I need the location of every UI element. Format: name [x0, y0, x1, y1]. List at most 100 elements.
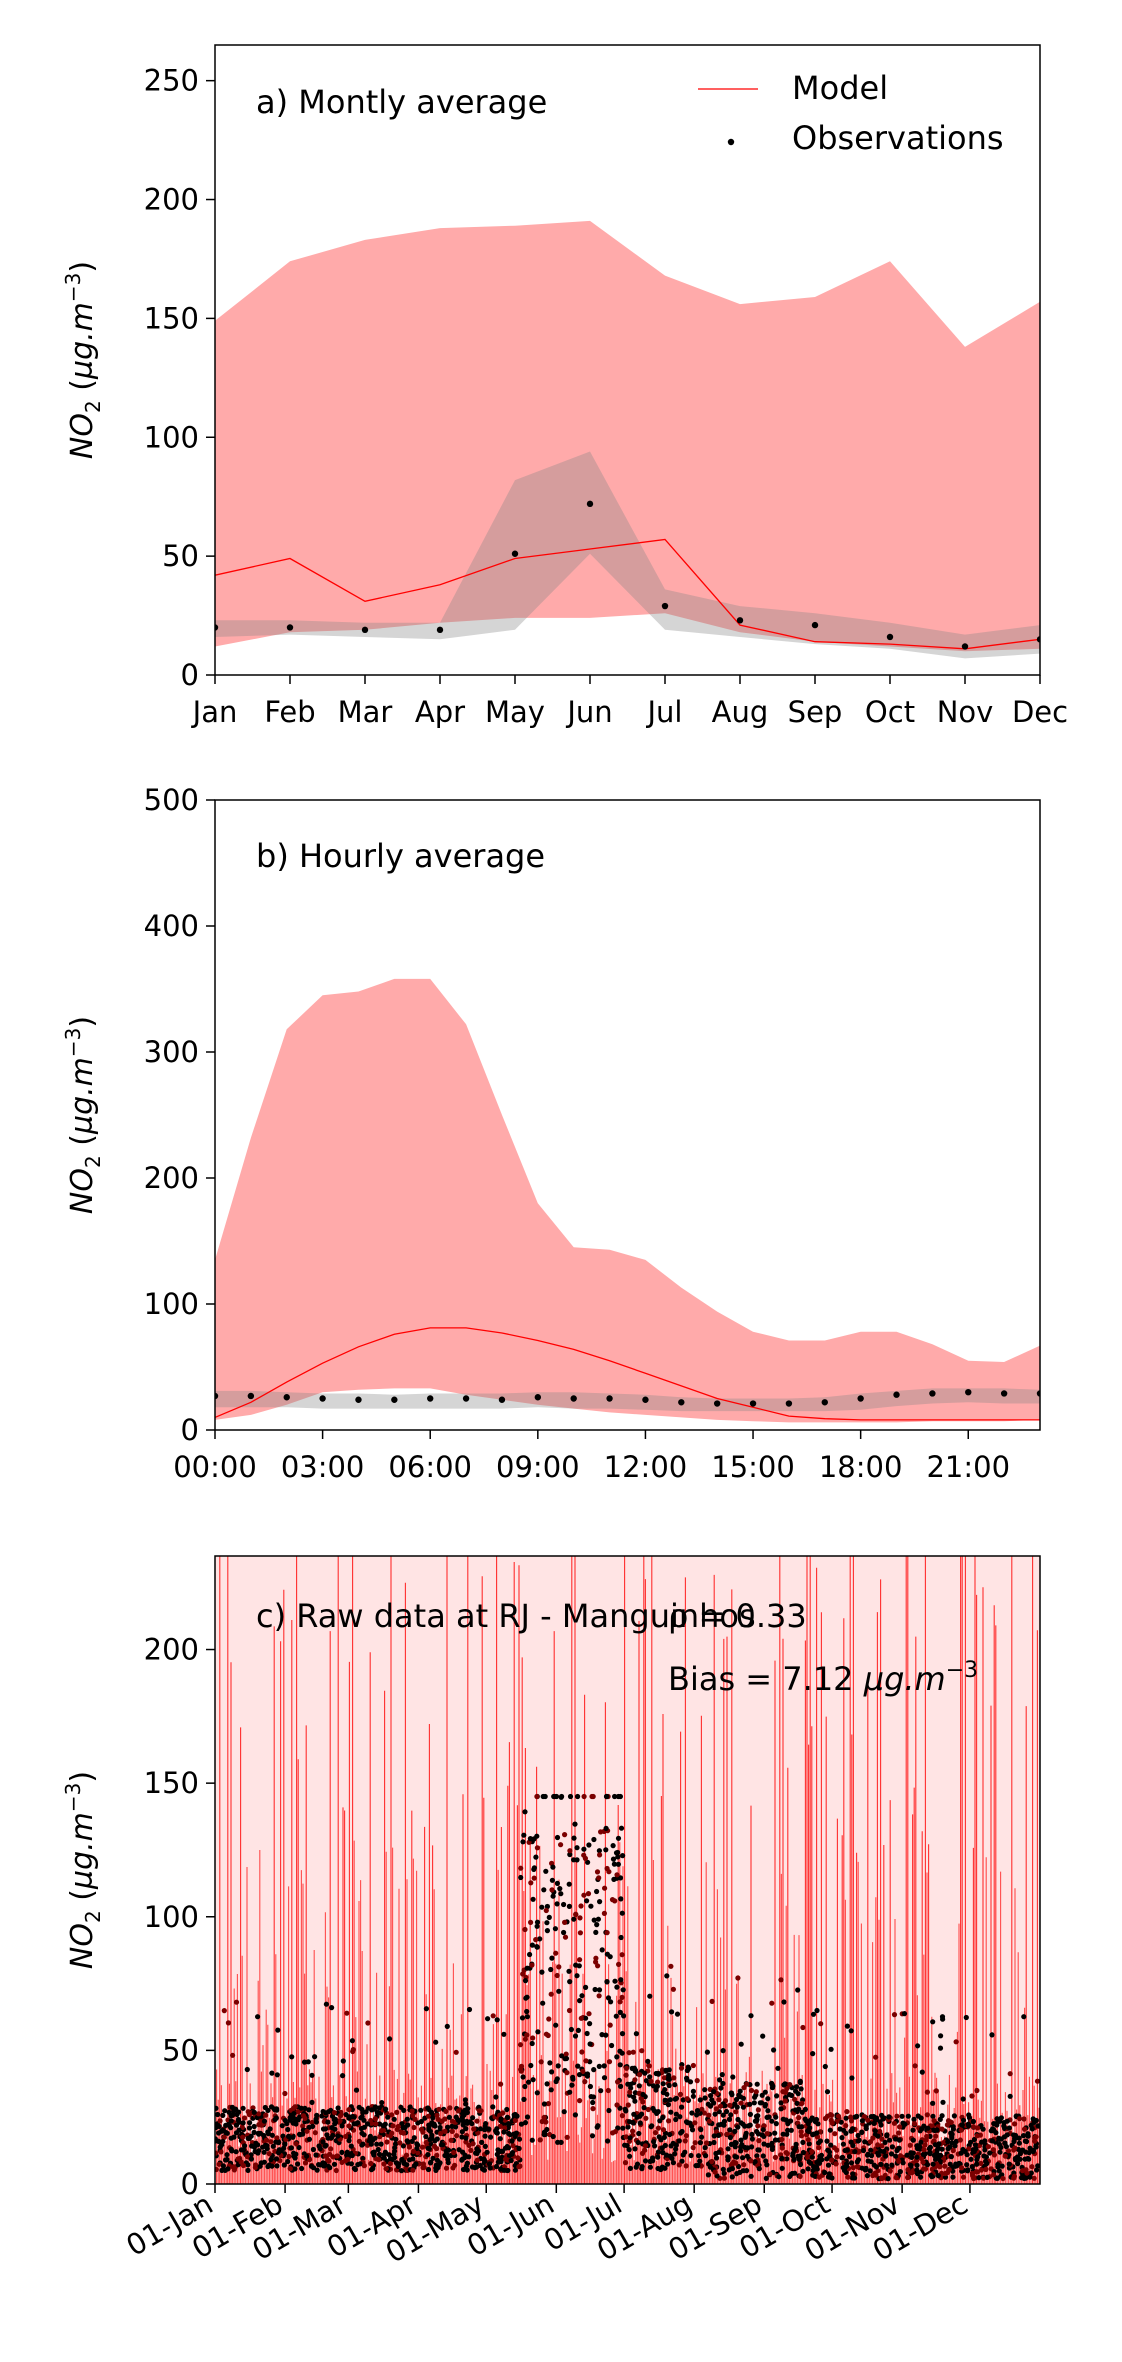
observation-point — [541, 1887, 547, 1893]
observation-point — [504, 2114, 510, 2120]
observation-point — [852, 2175, 858, 2181]
observation-point — [438, 2130, 444, 2137]
observation-point — [594, 1888, 600, 1895]
observation-point — [680, 2152, 686, 2158]
observation-point — [459, 2157, 465, 2163]
observation-point — [620, 1853, 626, 1859]
observation-point — [615, 2079, 621, 2085]
observation-point — [550, 1893, 556, 1899]
observation-point — [800, 2149, 807, 2156]
observation-point — [946, 2167, 952, 2173]
observation-point — [314, 2112, 320, 2118]
panel-label: c) Raw data at RJ - Manguinhos — [256, 1597, 756, 1635]
observation-point — [308, 2163, 315, 2169]
observation-point — [313, 2116, 319, 2122]
observation-point — [508, 2157, 514, 2164]
observation-point — [740, 2121, 746, 2127]
observation-point — [238, 2147, 245, 2153]
observation-point — [678, 2065, 685, 2071]
observation-point — [248, 2133, 254, 2139]
observation-point — [522, 1809, 528, 1815]
x-axis: Jan Feb Mar Apr May Jun Jul Aug Sep Oct Nov Dec — [191, 675, 1068, 729]
observation-point — [445, 2124, 451, 2130]
observation-point — [389, 2112, 395, 2118]
observation-point — [632, 2146, 638, 2152]
observation-point — [498, 2158, 504, 2165]
observation-point — [309, 2099, 315, 2105]
observation-point — [793, 2088, 799, 2094]
observation-point — [729, 2174, 735, 2180]
observation-point — [748, 2173, 754, 2179]
observation-point — [373, 2121, 379, 2127]
observation-point — [764, 2162, 770, 2168]
observation-point — [802, 2116, 808, 2122]
observation-point — [380, 2123, 386, 2129]
observation-point — [619, 2031, 626, 2037]
observation-point — [625, 2081, 631, 2087]
observation-point — [539, 1969, 545, 1975]
observation-point — [716, 2122, 722, 2128]
observation-point — [607, 2022, 613, 2028]
observation-point — [595, 2123, 601, 2129]
observation-point — [747, 2111, 754, 2117]
observation-point — [543, 1907, 549, 1914]
observation-point — [298, 2105, 304, 2111]
observation-point — [274, 2163, 280, 2169]
observation-point — [268, 2156, 274, 2163]
observation-point — [372, 2116, 378, 2122]
observation-point — [938, 2033, 944, 2039]
observation-point — [617, 2062, 623, 2068]
observation-point — [751, 2100, 757, 2106]
observation-point — [369, 2120, 375, 2126]
observation-point — [484, 2149, 490, 2155]
observation-point — [626, 2119, 633, 2125]
observation-point — [581, 1793, 587, 1800]
observation-point — [462, 2097, 468, 2103]
observation-point — [383, 2106, 389, 2112]
observation-point — [933, 2088, 939, 2094]
observation-point — [843, 2115, 849, 2121]
observation-point — [640, 2091, 646, 2098]
observation-point — [765, 2108, 771, 2114]
observation-point — [256, 2148, 262, 2154]
observation-point — [662, 2097, 668, 2103]
observation-point — [867, 2139, 874, 2145]
observation-point — [398, 2168, 405, 2174]
observation-point — [594, 1922, 600, 1928]
observation-point — [834, 2154, 840, 2160]
observation-point — [667, 2131, 673, 2138]
observation-point — [614, 1984, 620, 1990]
observation-point — [276, 2140, 282, 2146]
observation-point — [773, 2121, 779, 2127]
observation-point — [829, 2175, 835, 2181]
observation-point — [918, 2174, 924, 2180]
observation-point — [904, 2152, 910, 2158]
observation-point — [383, 2166, 389, 2172]
model-line — [215, 1327, 1040, 1421]
observation-point — [760, 2127, 766, 2133]
observation-point — [590, 2106, 596, 2112]
observation-point — [482, 2133, 488, 2139]
observation-point — [1030, 2116, 1036, 2122]
observation-point — [471, 2126, 477, 2132]
bias-annotation: Bias = 7.12 µg.m−3 — [668, 1658, 978, 1698]
observation-point — [964, 2162, 970, 2168]
observation-point — [591, 2067, 597, 2073]
observation-point — [353, 2121, 359, 2127]
observation-point — [216, 2130, 222, 2136]
observation-point — [771, 2047, 777, 2053]
observation-point — [548, 2087, 554, 2093]
observation-point — [663, 2067, 669, 2073]
observation-point — [671, 2075, 677, 2081]
observation-point — [216, 2161, 222, 2167]
observation-point — [805, 2166, 811, 2172]
observation-point — [529, 1962, 535, 1968]
observation-point — [274, 2072, 280, 2078]
observation-point — [267, 2126, 273, 2132]
observation-point — [231, 2108, 237, 2114]
observation-point — [816, 2174, 822, 2180]
observation-point — [892, 2136, 899, 2142]
observation-point — [544, 1928, 551, 1934]
observation-point — [269, 2070, 275, 2076]
observation-point — [950, 2147, 956, 2154]
